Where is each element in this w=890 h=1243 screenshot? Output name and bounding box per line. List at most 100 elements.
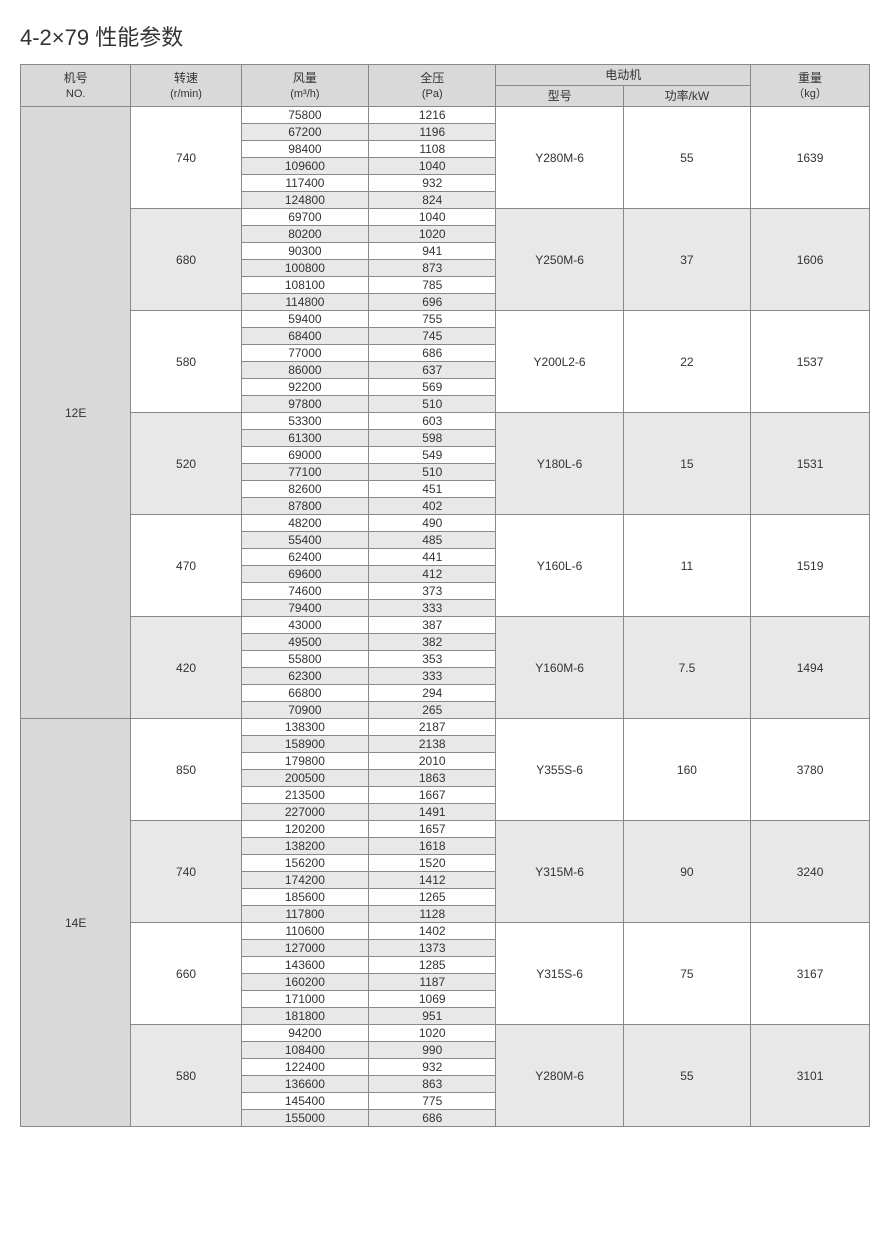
cell-weight: 1639 xyxy=(751,107,870,209)
cell-pressure: 1069 xyxy=(369,991,496,1008)
cell-flow: 213500 xyxy=(241,787,368,804)
cell-flow: 77000 xyxy=(241,345,368,362)
cell-flow: 100800 xyxy=(241,260,368,277)
cell-flow: 67200 xyxy=(241,124,368,141)
cell-pressure: 294 xyxy=(369,685,496,702)
cell-motor-model: Y280M-6 xyxy=(496,1025,623,1127)
cell-flow: 185600 xyxy=(241,889,368,906)
cell-power: 90 xyxy=(623,821,750,923)
cell-model-no: 14E xyxy=(21,719,131,1127)
cell-pressure: 637 xyxy=(369,362,496,379)
cell-weight: 1537 xyxy=(751,311,870,413)
cell-flow: 53300 xyxy=(241,413,368,430)
cell-flow: 43000 xyxy=(241,617,368,634)
cell-pressure: 1040 xyxy=(369,158,496,175)
cell-pressure: 2187 xyxy=(369,719,496,736)
table-row: 12E740758001216Y280M-6551639 xyxy=(21,107,870,124)
cell-pressure: 941 xyxy=(369,243,496,260)
table-row: 580942001020Y280M-6553101 xyxy=(21,1025,870,1042)
cell-flow: 179800 xyxy=(241,753,368,770)
cell-pressure: 824 xyxy=(369,192,496,209)
header-flow-label: 风量 xyxy=(242,70,368,86)
cell-pressure: 387 xyxy=(369,617,496,634)
cell-motor-model: Y315M-6 xyxy=(496,821,623,923)
cell-flow: 155000 xyxy=(241,1110,368,1127)
cell-weight: 3101 xyxy=(751,1025,870,1127)
cell-power: 55 xyxy=(623,1025,750,1127)
cell-speed: 740 xyxy=(131,107,241,209)
table-row: 6601106001402Y315S-6753167 xyxy=(21,923,870,940)
table-row: 14E8501383002187Y355S-61603780 xyxy=(21,719,870,736)
cell-flow: 86000 xyxy=(241,362,368,379)
cell-weight: 3780 xyxy=(751,719,870,821)
cell-speed: 580 xyxy=(131,1025,241,1127)
cell-flow: 117800 xyxy=(241,906,368,923)
cell-pressure: 863 xyxy=(369,1076,496,1093)
cell-flow: 68400 xyxy=(241,328,368,345)
cell-pressure: 333 xyxy=(369,668,496,685)
cell-speed: 680 xyxy=(131,209,241,311)
cell-flow: 117400 xyxy=(241,175,368,192)
cell-flow: 98400 xyxy=(241,141,368,158)
cell-motor-model: Y160M-6 xyxy=(496,617,623,719)
cell-flow: 122400 xyxy=(241,1059,368,1076)
cell-flow: 181800 xyxy=(241,1008,368,1025)
cell-power: 55 xyxy=(623,107,750,209)
cell-pressure: 1265 xyxy=(369,889,496,906)
cell-pressure: 873 xyxy=(369,260,496,277)
cell-pressure: 549 xyxy=(369,447,496,464)
cell-flow: 92200 xyxy=(241,379,368,396)
cell-flow: 108400 xyxy=(241,1042,368,1059)
cell-pressure: 451 xyxy=(369,481,496,498)
cell-flow: 62400 xyxy=(241,549,368,566)
cell-pressure: 1373 xyxy=(369,940,496,957)
cell-power: 75 xyxy=(623,923,750,1025)
cell-weight: 3240 xyxy=(751,821,870,923)
cell-pressure: 412 xyxy=(369,566,496,583)
cell-flow: 138200 xyxy=(241,838,368,855)
cell-pressure: 510 xyxy=(369,464,496,481)
cell-pressure: 1108 xyxy=(369,141,496,158)
header-no-sub: NO. xyxy=(21,86,130,102)
header-speed: 转速 (r/min) xyxy=(131,65,241,107)
cell-pressure: 775 xyxy=(369,1093,496,1110)
cell-pressure: 569 xyxy=(369,379,496,396)
cell-pressure: 265 xyxy=(369,702,496,719)
cell-pressure: 353 xyxy=(369,651,496,668)
table-row: 47048200490Y160L-6111519 xyxy=(21,515,870,532)
header-speed-label: 转速 xyxy=(131,70,240,86)
cell-pressure: 402 xyxy=(369,498,496,515)
cell-pressure: 2010 xyxy=(369,753,496,770)
header-pressure-sub: (Pa) xyxy=(369,86,495,102)
cell-pressure: 441 xyxy=(369,549,496,566)
cell-weight: 3167 xyxy=(751,923,870,1025)
cell-pressure: 1402 xyxy=(369,923,496,940)
cell-speed: 740 xyxy=(131,821,241,923)
header-no-label: 机号 xyxy=(21,70,130,86)
cell-pressure: 1667 xyxy=(369,787,496,804)
cell-flow: 143600 xyxy=(241,957,368,974)
cell-flow: 145400 xyxy=(241,1093,368,1110)
cell-flow: 49500 xyxy=(241,634,368,651)
cell-flow: 69000 xyxy=(241,447,368,464)
cell-pressure: 598 xyxy=(369,430,496,447)
cell-model-no: 12E xyxy=(21,107,131,719)
header-weight-sub: （kg） xyxy=(751,86,869,102)
cell-pressure: 745 xyxy=(369,328,496,345)
table-row: 680697001040Y250M-6371606 xyxy=(21,209,870,226)
cell-pressure: 1020 xyxy=(369,226,496,243)
performance-table: 机号 NO. 转速 (r/min) 风量 (m³/h) 全压 (Pa) 电动机 … xyxy=(20,64,870,1127)
cell-pressure: 2138 xyxy=(369,736,496,753)
header-no: 机号 NO. xyxy=(21,65,131,107)
cell-flow: 171000 xyxy=(241,991,368,1008)
cell-flow: 110600 xyxy=(241,923,368,940)
header-flow-sub: (m³/h) xyxy=(242,86,368,102)
cell-flow: 82600 xyxy=(241,481,368,498)
cell-pressure: 1285 xyxy=(369,957,496,974)
cell-flow: 66800 xyxy=(241,685,368,702)
cell-flow: 55400 xyxy=(241,532,368,549)
cell-flow: 75800 xyxy=(241,107,368,124)
header-pressure-label: 全压 xyxy=(369,70,495,86)
cell-power: 15 xyxy=(623,413,750,515)
header-weight-label: 重量 xyxy=(751,70,869,86)
